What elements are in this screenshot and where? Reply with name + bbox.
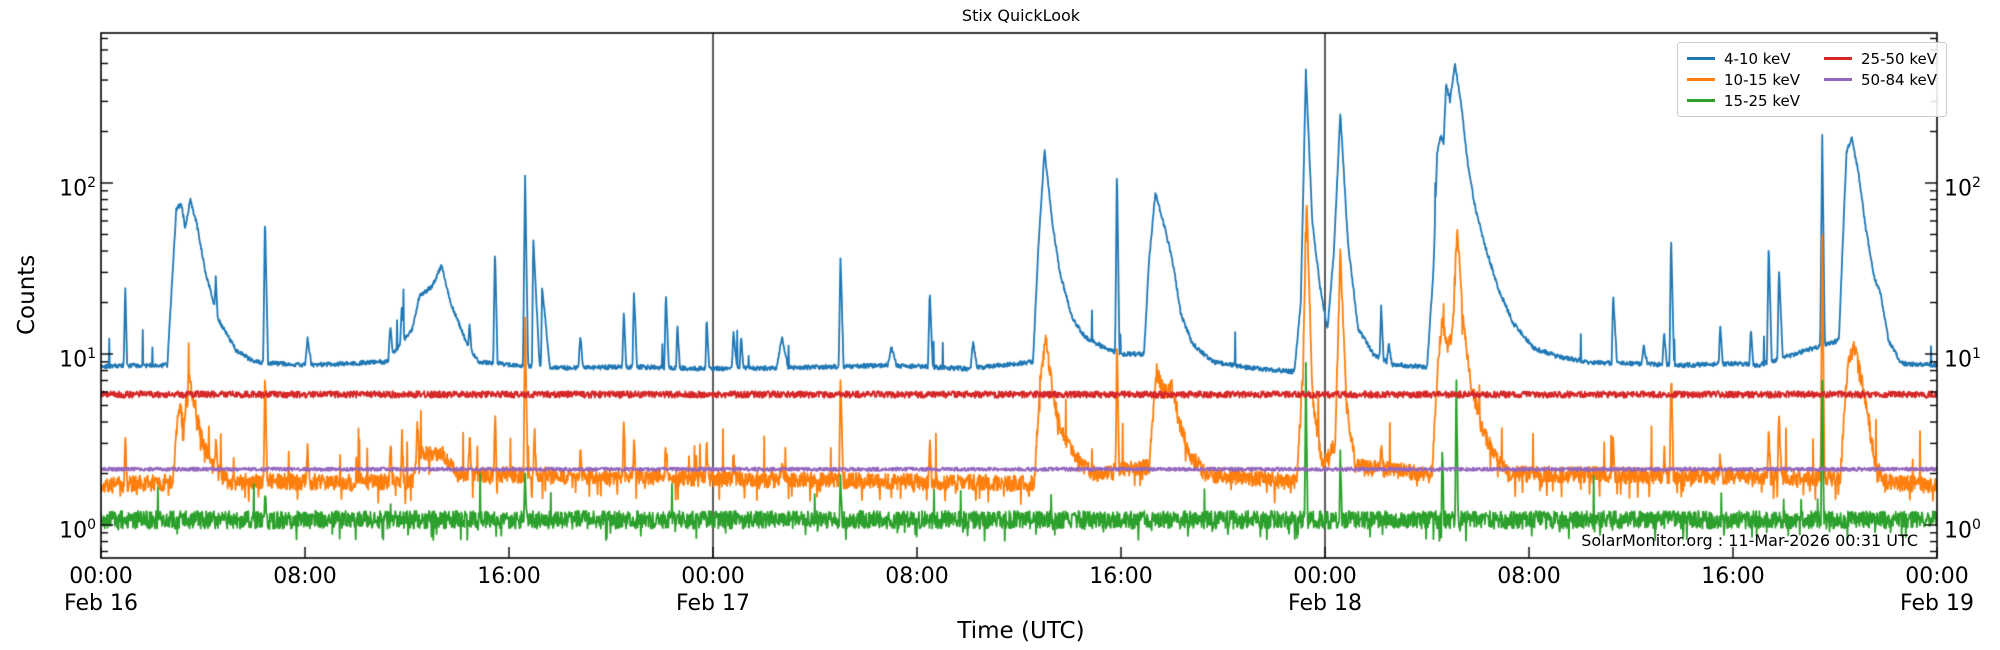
y-tick-label-right: 102 bbox=[1944, 175, 1981, 202]
legend: 4-10 keV 10-15 keV 15-25 keV 25-50 keV 50-84… bbox=[1677, 42, 1947, 117]
x-tick-date-label: Feb 16 bbox=[64, 591, 138, 616]
y-tick-label-right: 100 bbox=[1944, 517, 1981, 544]
x-tick-label: 00:00 bbox=[681, 564, 745, 589]
y-tick-label-left: 102 bbox=[59, 175, 96, 202]
x-axis-label: Time (UTC) bbox=[957, 618, 1085, 644]
x-tick-label: 16:00 bbox=[1089, 564, 1153, 589]
legend-line-swatch bbox=[1687, 57, 1715, 60]
x-tick-label: 16:00 bbox=[477, 564, 541, 589]
legend-entry: 25-50 keV bbox=[1824, 50, 1937, 68]
legend-line-swatch bbox=[1687, 78, 1715, 81]
legend-line-swatch bbox=[1824, 57, 1852, 60]
legend-entry: 4-10 keV bbox=[1687, 50, 1800, 68]
x-tick-label: 08:00 bbox=[1497, 564, 1561, 589]
x-tick-label: 08:00 bbox=[885, 564, 949, 589]
legend-entry: 10-15 keV bbox=[1687, 71, 1800, 89]
legend-entry: 50-84 keV bbox=[1824, 71, 1937, 89]
legend-entry: 15-25 keV bbox=[1687, 92, 1800, 110]
legend-entry-label: 4-10 keV bbox=[1724, 49, 1791, 68]
y-tick-label-right: 101 bbox=[1944, 346, 1981, 373]
legend-entry-label: 25-50 keV bbox=[1861, 49, 1937, 68]
y-tick-label-left: 100 bbox=[59, 517, 96, 544]
legend-line-swatch bbox=[1687, 99, 1715, 102]
legend-line-swatch bbox=[1824, 78, 1852, 81]
x-tick-date-label: Feb 18 bbox=[1288, 591, 1362, 616]
legend-entry-label: 10-15 keV bbox=[1724, 70, 1800, 89]
legend-entry-label: 15-25 keV bbox=[1724, 91, 1800, 110]
x-tick-label: 00:00 bbox=[1905, 564, 1969, 589]
watermark-text: SolarMonitor.org : 11-Mar-2026 00:31 UTC bbox=[1581, 531, 1918, 550]
x-tick-label: 00:00 bbox=[69, 564, 133, 589]
legend-entry-label: 50-84 keV bbox=[1861, 70, 1937, 89]
chart-title: Stix QuickLook bbox=[961, 6, 1081, 25]
x-tick-label: 08:00 bbox=[273, 564, 337, 589]
x-tick-date-label: Feb 19 bbox=[1900, 591, 1974, 616]
y-axis-label: Counts bbox=[14, 254, 40, 335]
x-tick-label: 16:00 bbox=[1701, 564, 1765, 589]
x-tick-label: 00:00 bbox=[1293, 564, 1357, 589]
y-tick-label-left: 101 bbox=[59, 346, 96, 373]
x-tick-date-label: Feb 17 bbox=[676, 591, 750, 616]
